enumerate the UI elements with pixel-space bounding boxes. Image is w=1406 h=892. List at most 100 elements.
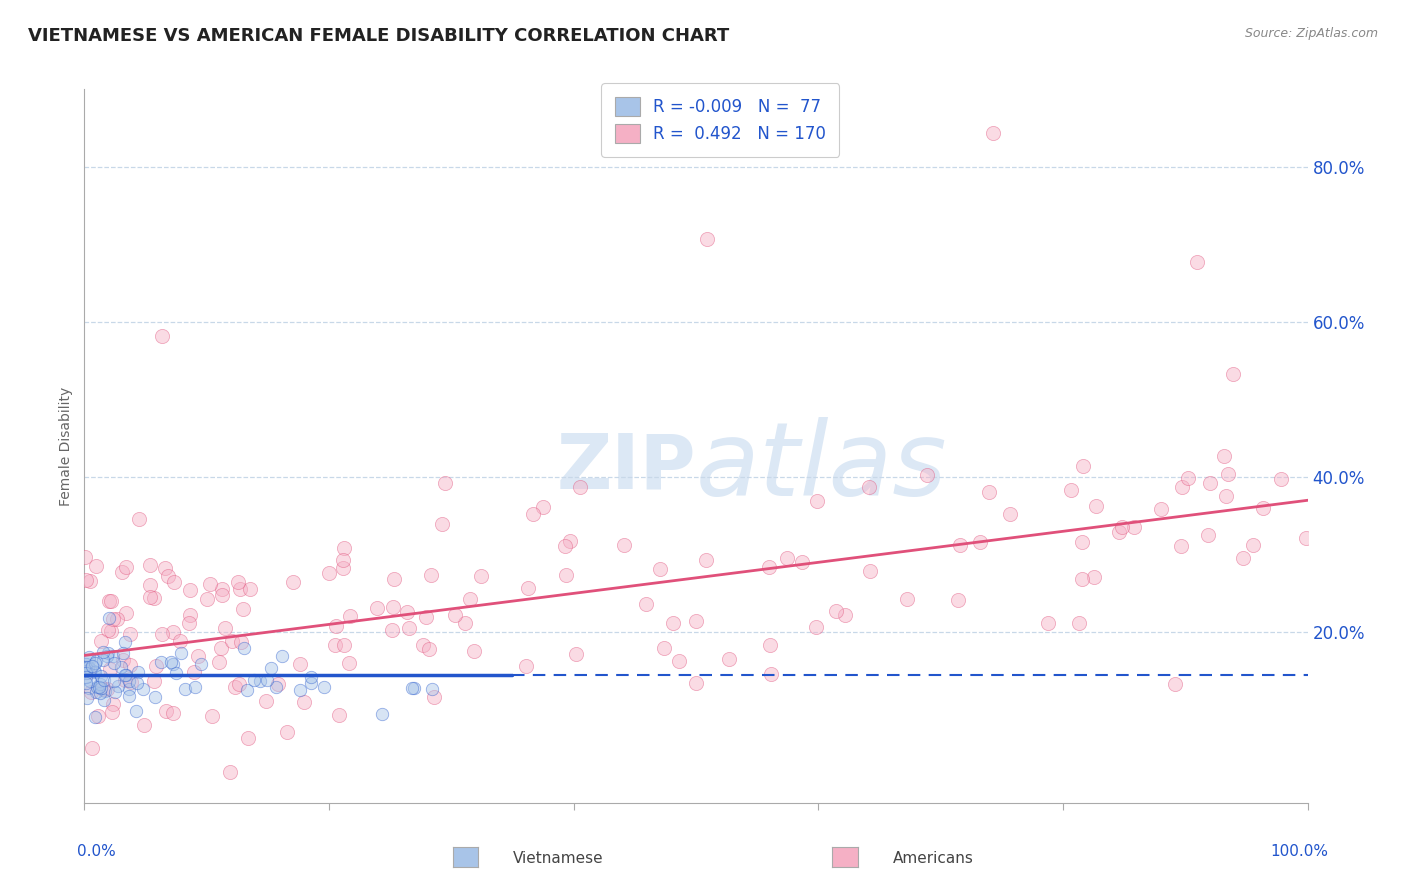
Point xyxy=(301,675,323,690)
Point xyxy=(105,612,128,626)
Point xyxy=(87,709,110,723)
Point xyxy=(228,677,250,691)
Point xyxy=(79,662,101,676)
Point xyxy=(401,681,423,695)
Point xyxy=(114,668,136,682)
Point xyxy=(1083,570,1105,584)
Point xyxy=(150,329,173,343)
Point xyxy=(420,681,443,696)
Legend: R = -0.009   N =  77, R =  0.492   N = 170: R = -0.009 N = 77, R = 0.492 N = 170 xyxy=(602,83,839,157)
Point xyxy=(1060,483,1083,497)
Point xyxy=(685,675,707,690)
Point xyxy=(150,655,173,669)
Point xyxy=(396,605,419,619)
Point xyxy=(143,690,166,705)
Point xyxy=(318,566,340,580)
Point xyxy=(200,576,222,591)
Point xyxy=(104,685,127,699)
Point xyxy=(111,566,134,580)
Point xyxy=(103,673,125,688)
Point xyxy=(236,682,259,697)
Point xyxy=(187,648,209,663)
Point xyxy=(138,590,160,604)
Point xyxy=(1150,502,1173,516)
Text: 0.0%: 0.0% xyxy=(77,845,117,859)
Point xyxy=(103,697,125,711)
Point xyxy=(717,652,740,666)
Point xyxy=(1071,458,1094,473)
Point xyxy=(214,621,236,635)
Point xyxy=(433,475,456,490)
Point xyxy=(111,646,134,660)
Point xyxy=(101,611,124,625)
Point xyxy=(112,653,135,667)
Point xyxy=(1177,470,1199,484)
Point xyxy=(91,653,114,667)
Point xyxy=(470,569,492,583)
Point xyxy=(1199,476,1222,491)
Point xyxy=(283,574,305,589)
Point xyxy=(554,539,576,553)
Point xyxy=(613,538,636,552)
Point xyxy=(398,621,420,635)
Point xyxy=(75,659,97,673)
Point xyxy=(80,659,103,673)
Point xyxy=(325,619,347,633)
Point xyxy=(159,655,181,669)
Point xyxy=(84,558,107,573)
Point xyxy=(696,232,718,246)
Point xyxy=(91,682,114,697)
Point xyxy=(87,680,110,694)
Point xyxy=(419,567,441,582)
Point xyxy=(1170,539,1192,553)
Point xyxy=(415,610,437,624)
Text: ZIP: ZIP xyxy=(557,431,696,504)
Point xyxy=(208,655,231,669)
Point xyxy=(267,676,290,690)
Point xyxy=(236,731,259,745)
Point xyxy=(98,594,121,608)
Point xyxy=(86,680,108,694)
Point xyxy=(515,659,537,673)
Point xyxy=(75,666,97,681)
Point xyxy=(101,706,124,720)
Point xyxy=(256,673,278,688)
Point xyxy=(1084,499,1107,513)
Point xyxy=(564,647,586,661)
Point xyxy=(82,741,104,756)
Point xyxy=(1232,551,1254,566)
Point xyxy=(118,627,141,641)
Point xyxy=(77,665,100,679)
Point xyxy=(142,673,165,688)
Point xyxy=(89,677,111,691)
Point xyxy=(79,574,101,588)
Point xyxy=(77,650,100,665)
Point xyxy=(531,500,554,514)
Point xyxy=(79,674,101,689)
Point xyxy=(294,695,316,709)
Point xyxy=(179,608,201,623)
Point xyxy=(150,627,173,641)
Point xyxy=(132,717,155,731)
Point xyxy=(444,607,467,622)
Point xyxy=(1241,538,1264,552)
Point xyxy=(337,656,360,670)
Point xyxy=(949,538,972,552)
Point xyxy=(568,480,591,494)
Point xyxy=(758,559,780,574)
Point xyxy=(90,681,112,695)
Point xyxy=(107,679,129,693)
Point xyxy=(233,641,256,656)
Point xyxy=(125,676,148,690)
Point xyxy=(290,657,312,672)
Point xyxy=(190,657,212,671)
Point xyxy=(177,615,200,630)
Point xyxy=(1215,489,1237,503)
Point xyxy=(110,660,132,674)
Point xyxy=(83,710,105,724)
Point xyxy=(75,549,97,564)
Point xyxy=(790,555,813,569)
Point xyxy=(776,550,799,565)
Point xyxy=(165,665,187,680)
Point xyxy=(1122,520,1144,534)
